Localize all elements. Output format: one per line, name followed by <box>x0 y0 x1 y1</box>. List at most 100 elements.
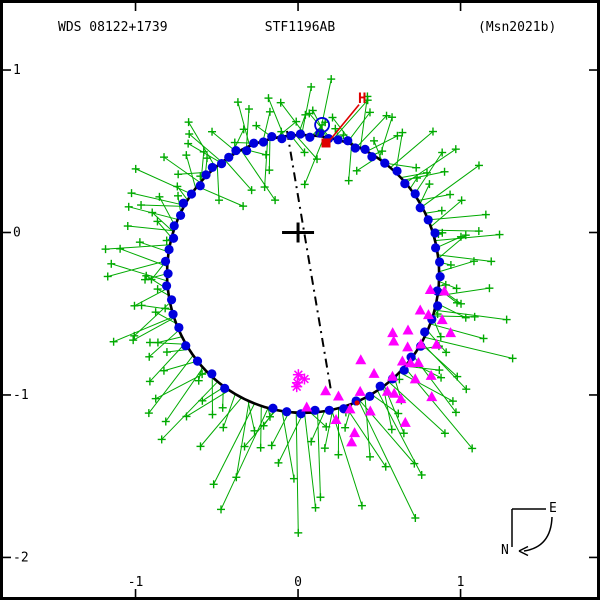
photographic-triangle-observation <box>422 309 434 320</box>
residual-line <box>119 248 168 267</box>
residual-line <box>331 409 363 506</box>
residual-line <box>390 131 434 169</box>
interferometric-observation <box>286 130 296 141</box>
residual-line <box>155 371 208 400</box>
interferometric-observation <box>423 215 433 225</box>
axes: -1 0 1 1 0 -1 -2 <box>3 3 597 597</box>
interferometric-observation <box>375 381 385 391</box>
residual-line <box>395 132 403 173</box>
residual-line <box>163 360 198 372</box>
interferometric-observation <box>399 365 409 375</box>
red-point <box>354 400 360 406</box>
line-of-apsides <box>286 130 333 392</box>
photographic-triangle-observation <box>436 314 448 325</box>
compass-arrow-arc <box>523 516 553 552</box>
residual-line <box>134 287 169 307</box>
residual-line <box>316 124 323 137</box>
photographic-triangle-observation <box>387 327 399 338</box>
photographic-triangle-observation <box>415 338 427 349</box>
residual-line <box>107 259 168 277</box>
residual-line <box>176 186 188 201</box>
hipparcos-h-label: H <box>358 91 367 107</box>
interferometric-observation <box>305 132 315 142</box>
residual-line <box>437 254 492 262</box>
y-tick-label: -2 <box>13 550 29 565</box>
wds-id-label: WDS 08122+1739 <box>58 20 168 35</box>
hipparcos-pointer-line <box>329 104 360 141</box>
residual-line <box>144 273 168 281</box>
hipparcos-marker <box>321 104 360 406</box>
compass-north-label: N <box>501 543 509 558</box>
interferometric-observation <box>282 407 292 417</box>
residual-line <box>161 381 219 440</box>
residual-line <box>356 115 387 147</box>
residual-line <box>432 315 475 318</box>
hipparcos-square <box>321 138 331 148</box>
interferometric-observation <box>249 138 259 148</box>
interferometric-observation <box>192 356 203 366</box>
photographic-triangle-observation <box>330 413 342 424</box>
residual-line <box>244 409 277 447</box>
residual-line <box>421 165 480 208</box>
photographic-triangle-observation <box>349 427 361 438</box>
interferometric-observation <box>400 179 410 189</box>
interferometric-observation <box>166 295 177 305</box>
residual-line <box>216 165 220 201</box>
residual-line <box>262 111 271 142</box>
interferometric-observation <box>160 256 171 266</box>
residual-line <box>421 342 467 390</box>
residual-line <box>419 183 430 204</box>
interferometric-observation <box>365 391 375 401</box>
residual-line <box>310 412 327 428</box>
y-tick-label: -1 <box>13 388 29 403</box>
interferometric-observation <box>435 272 445 282</box>
residual-line <box>400 172 428 179</box>
photographic-triangle-observation <box>364 405 376 416</box>
residual-line <box>111 263 168 282</box>
compass-arrowhead <box>518 545 529 557</box>
residual-line <box>403 171 445 181</box>
interferometric-observation <box>169 221 179 231</box>
interferometric-observation <box>207 162 217 173</box>
residual-line <box>222 393 236 428</box>
residual-line <box>301 86 312 136</box>
residual-line <box>428 214 486 221</box>
residual-line <box>149 341 187 345</box>
residual-line <box>240 149 276 201</box>
y-tick-label: 0 <box>13 225 21 240</box>
residual-line <box>304 136 325 185</box>
photographic-triangle-observation <box>431 338 443 349</box>
residual-line <box>200 151 205 182</box>
residual-line <box>304 412 317 508</box>
residual-line <box>434 309 507 321</box>
residual-line <box>333 99 369 139</box>
residual-line <box>186 389 230 417</box>
interferometric-observation <box>242 146 252 156</box>
photographic-triangle-observation <box>301 401 313 412</box>
photographic-triangle-observation <box>424 284 436 295</box>
interferometric-observation <box>410 189 420 199</box>
residual-line <box>200 397 242 447</box>
residual-line <box>245 109 250 148</box>
residual-line <box>165 367 204 422</box>
residual-line <box>438 260 475 273</box>
compass <box>511 508 553 557</box>
interferometric-observation <box>217 159 227 169</box>
primary-star <box>282 222 315 243</box>
residual-line <box>197 185 244 207</box>
photographic-triangle-observation <box>438 285 450 296</box>
photographic-triangle-observation <box>386 370 398 381</box>
photographic-triangle-observation <box>412 357 424 368</box>
residual-line <box>213 403 256 485</box>
residual-line <box>418 194 451 202</box>
photographic-triangle-observation <box>414 304 426 315</box>
interferometric-observation <box>224 152 234 162</box>
photographic-triangle-observation <box>426 391 438 402</box>
interferometric-observation <box>431 243 441 253</box>
photographic-triangle-observation <box>332 390 344 401</box>
residual-line <box>139 241 169 253</box>
residual-line <box>424 336 513 359</box>
interferometric-observation <box>343 136 353 146</box>
